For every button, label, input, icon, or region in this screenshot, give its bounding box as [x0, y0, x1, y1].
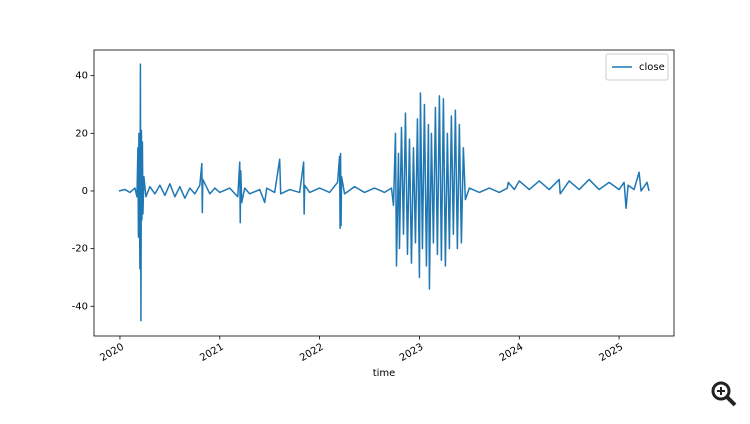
x-tick-label: 2022 [298, 342, 326, 364]
zoom-handle [725, 395, 737, 407]
line-series [118, 63, 650, 322]
y-tick-label: -20 [72, 244, 88, 255]
zoom-icon[interactable] [711, 381, 737, 407]
x-tick-label: 2020 [98, 342, 126, 364]
axes-frame [93, 49, 675, 337]
y-tick-label: 20 [75, 128, 88, 139]
x-axis-label: time [373, 368, 396, 379]
y-tick-label: 40 [75, 71, 88, 82]
x-tick-label: 2025 [598, 342, 626, 364]
x-tick-label: 2024 [498, 342, 526, 364]
y-tick-label: 0 [82, 186, 88, 197]
legend: close [605, 53, 669, 81]
zoom-lens [711, 381, 731, 401]
y-tick-label: -40 [72, 301, 88, 312]
x-tick-label: 2023 [398, 342, 426, 364]
zoom-plus [717, 387, 725, 395]
legend-label: close [639, 62, 665, 73]
x-tick-label: 2021 [198, 342, 226, 364]
legend-box [605, 53, 669, 81]
